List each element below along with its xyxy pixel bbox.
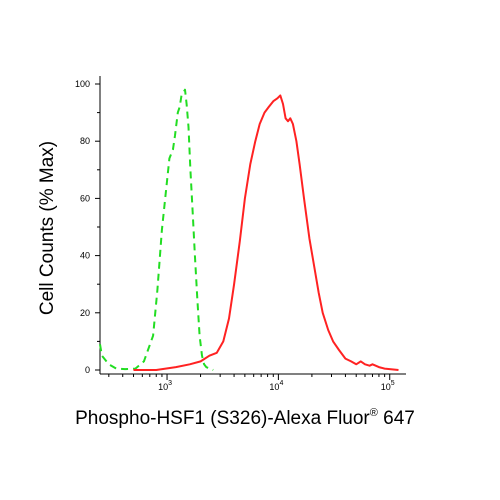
x-tick-label-exponent: 4 [279,380,283,387]
x-tick-label: 105 [381,380,395,392]
x-axis-title-suffix: 647 [378,408,415,429]
x-tick-label-exponent: 3 [168,380,172,387]
x-tick-label-base: 10 [158,382,168,392]
x-tick-label-exponent: 5 [391,380,395,387]
series-line-0 [99,88,214,371]
y-axis-ticks: 0 20 40 60 80 100 [75,79,100,375]
plot-area [99,76,406,375]
x-tick-label: 104 [269,380,283,392]
histogram-series [99,88,399,371]
x-tick-label: 103 [158,380,172,392]
y-tick-label: 80 [80,136,90,146]
y-axis-title: Cell Counts (% Max) [37,141,58,315]
y-tick-label: 40 [80,251,90,261]
y-tick-label: 20 [80,308,90,318]
x-tick-label-base: 10 [381,382,391,392]
x-axis-title-main: Phospho-HSF1 (S326)-Alexa Fluor [75,408,370,429]
y-tick-label: 100 [75,79,90,89]
x-tick-label-base: 10 [269,382,279,392]
x-axis-title-registered-mark: ® [370,407,378,419]
x-axis-title: Phospho-HSF1 (S326)-Alexa Fluor® 647 [75,407,415,429]
y-tick-label: 0 [85,365,90,375]
x-axis-ticks: 103 104 105 [108,374,395,392]
series-line-1 [133,94,399,371]
y-tick-label: 60 [80,193,90,203]
